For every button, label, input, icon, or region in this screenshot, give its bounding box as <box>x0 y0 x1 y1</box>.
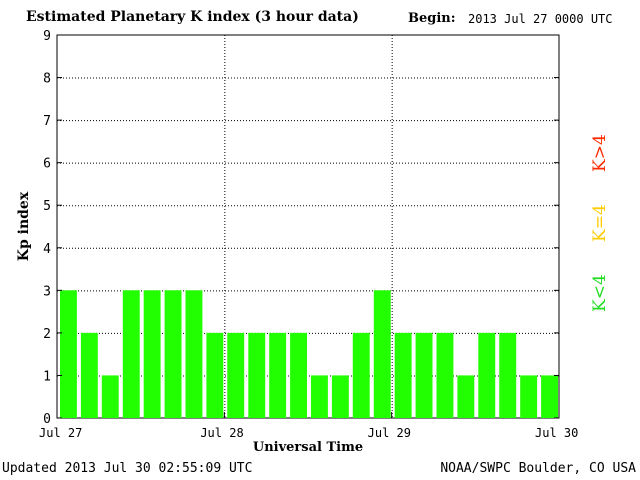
updated-timestamp: Updated 2013 Jul 30 02:55:09 UTC <box>2 461 253 476</box>
legend-k-less-4: K<4 <box>590 274 610 312</box>
kp-bar <box>373 290 391 418</box>
x-tick-label: Jul 28 <box>200 426 243 440</box>
kp-bar <box>457 375 475 418</box>
kp-bar <box>206 332 224 418</box>
y-tick-label: 6 <box>43 157 51 172</box>
x-tick-label: Jul 29 <box>368 426 411 440</box>
x-tick-label: Jul 27 <box>39 426 82 440</box>
credit-line: NOAA/SWPC Boulder, CO USA <box>440 461 636 476</box>
kp-bar <box>185 290 203 418</box>
y-tick-label: 9 <box>43 29 51 44</box>
kp-bar <box>269 332 287 418</box>
kp-bar <box>248 332 266 418</box>
x-tick-label: Jul 30 <box>535 426 578 440</box>
kp-bar <box>352 332 370 418</box>
kp-bar <box>478 332 496 418</box>
kp-bar <box>436 332 454 418</box>
kp-bar <box>80 332 98 418</box>
kp-bar <box>499 332 517 418</box>
kp-bar <box>520 375 538 418</box>
kp-bar <box>394 332 412 418</box>
y-axis-label: Kp index <box>16 191 32 261</box>
kp-bar <box>331 375 349 418</box>
chart-title: Estimated Planetary K index (3 hour data… <box>26 9 359 25</box>
y-tick-label: 1 <box>43 369 51 384</box>
legend-k-greater-4: K>4 <box>590 134 610 172</box>
kp-bar <box>311 375 328 418</box>
kp-bar <box>541 375 558 418</box>
y-tick-label: 0 <box>43 412 51 427</box>
kp-bar <box>415 332 433 418</box>
y-tick-label: 2 <box>43 327 51 342</box>
kp-bar <box>227 332 245 418</box>
y-tick-label: 3 <box>43 284 51 299</box>
kp-bar <box>101 375 119 418</box>
begin-value: 2013 Jul 27 0000 UTC <box>468 12 613 26</box>
kp-bar <box>143 290 161 418</box>
kp-bar <box>164 290 182 418</box>
y-tick-label: 8 <box>43 72 51 87</box>
legend-k-equal-4: K=4 <box>590 204 610 242</box>
x-axis-label: Universal Time <box>253 440 363 455</box>
kp-bar <box>60 290 77 418</box>
kp-bar <box>122 290 140 418</box>
y-tick-label: 7 <box>43 114 51 129</box>
y-tick-label: 5 <box>43 199 51 214</box>
begin-label: Begin: <box>408 11 456 26</box>
y-tick-label: 4 <box>43 242 51 257</box>
kp-bar <box>290 332 307 418</box>
plot-frame <box>56 34 560 419</box>
